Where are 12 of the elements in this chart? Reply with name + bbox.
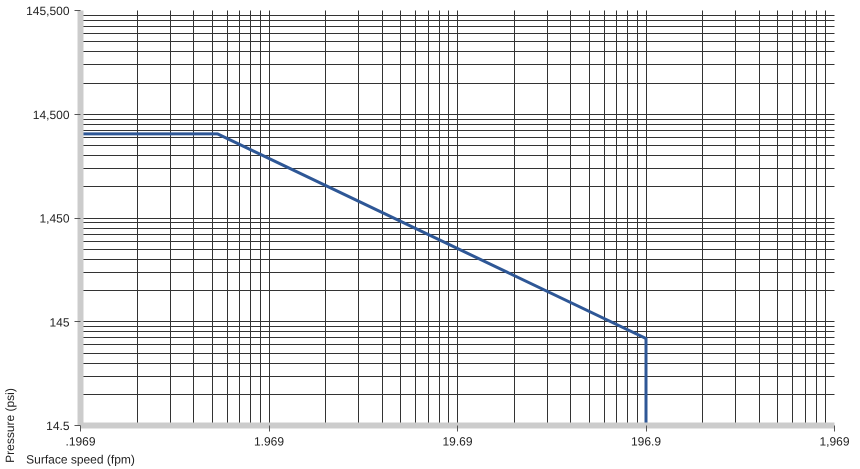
- y-tick-label: 145,500: [26, 4, 70, 18]
- y-tick-label: 145: [49, 315, 70, 330]
- y-tick-label: 14.5: [46, 419, 70, 433]
- x-axis-title: Surface speed (fpm): [26, 452, 135, 466]
- x-tick-label: 19.69: [442, 434, 473, 448]
- y-tick-label: 14,500: [32, 108, 70, 122]
- y-tick-label: 1,450: [39, 212, 70, 226]
- x-tick-label: 1,969: [819, 434, 850, 448]
- x-tick-label: 1.969: [254, 434, 284, 448]
- x-tick-label: 196.9: [630, 434, 662, 448]
- y-axis-title: Pressure (psi): [3, 388, 18, 463]
- x-tick-label: .1969: [65, 434, 96, 448]
